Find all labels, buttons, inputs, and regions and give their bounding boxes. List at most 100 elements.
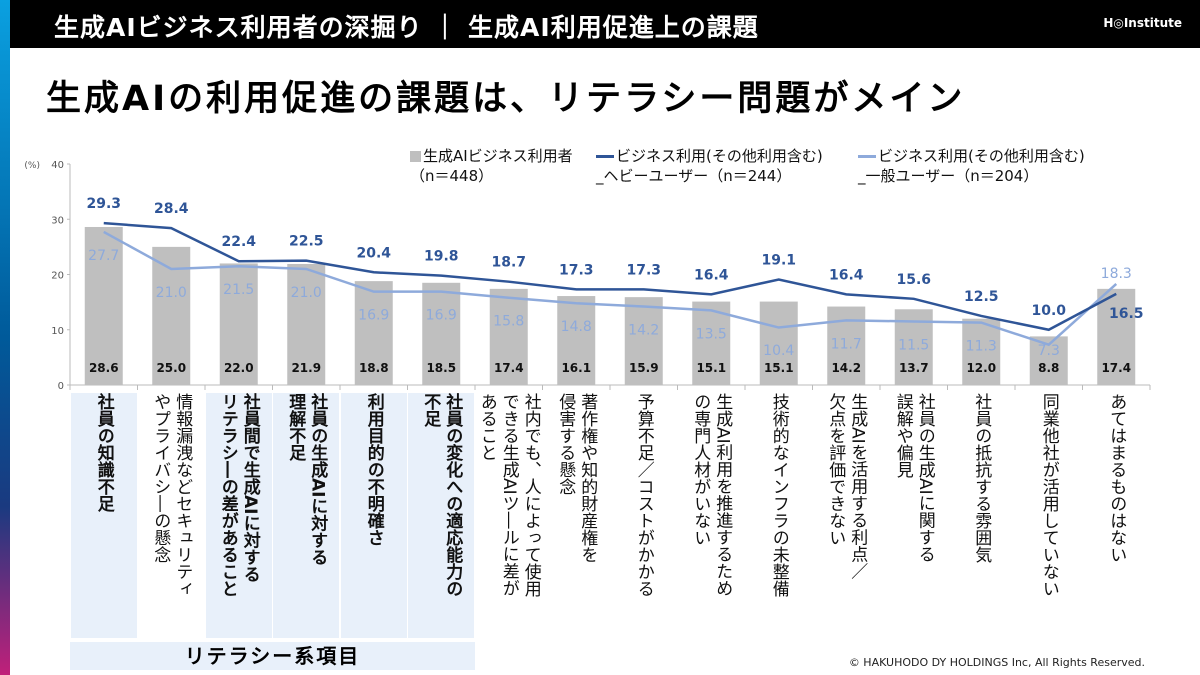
bar-data-label: 17.4 (1101, 361, 1131, 375)
category-label: 情報漏洩などセキュリティ やプライバシ―の懸念 (138, 393, 204, 638)
legend-swatch (410, 151, 421, 162)
legend-label: 生成AIビジネス利用者 （n＝448） (410, 147, 573, 185)
category-text: 社員の変化への適応能力の 不足 (420, 393, 463, 597)
series-line (103, 221, 1117, 332)
line-data-label: 20.4 (356, 245, 391, 261)
logo: H◎Institute (1103, 16, 1182, 30)
line-data-label: 18.3 (1101, 266, 1132, 282)
category-text: 技術的なインフラの未整備 (768, 393, 789, 597)
line-data-label: 22.5 (289, 234, 324, 250)
bar (219, 263, 258, 385)
bar-data-label: 17.4 (494, 361, 524, 375)
bar-data-label: 15.9 (629, 361, 659, 375)
category-label: 利用目的の不明確さ (340, 393, 407, 638)
bar (692, 301, 731, 385)
y-tick-label: 10 (51, 326, 64, 337)
bar (624, 297, 663, 385)
bar-data-label: 8.8 (1038, 361, 1059, 375)
bar (557, 296, 596, 385)
line-data-label: 13.5 (696, 326, 727, 342)
line-data-label: 11.5 (898, 337, 929, 353)
category-text: 著作権や知的財産権を 侵害する懸念 (555, 393, 598, 563)
series-line (103, 230, 1118, 347)
category-label: 社員の知識不足 (70, 393, 137, 638)
category-text: 社員の抵抗する雰囲気 (971, 393, 992, 563)
bar-data-label: 22.0 (224, 361, 254, 375)
category-text: 社員の生成AIに対する 理解不足 (285, 393, 328, 566)
category-label: 著作権や知的財産権を 侵害する懸念 (543, 393, 609, 638)
line-data-label: 16.5 (1109, 306, 1144, 322)
category-text: 生成AI利用を推進するため の専門人材がいない (690, 393, 733, 597)
copyright: © HAKUHODO DY HOLDINGS Inc, All Rights R… (848, 656, 1145, 669)
y-axis-unit: (%) (24, 161, 40, 171)
line-data-label: 14.8 (561, 319, 592, 335)
accent-stripe (0, 0, 10, 675)
line-data-label: 11.3 (966, 339, 997, 355)
line-data-label: 12.5 (964, 289, 999, 305)
bar-data-label: 18.8 (359, 361, 389, 375)
line-data-label: 29.3 (86, 196, 121, 212)
bar (759, 301, 798, 385)
legend-swatch (858, 155, 876, 158)
category-label: 生成AIを活用する利点／ 欠点を評価できない (813, 393, 879, 638)
category-label: 社員の生成AIに関する 誤解や偏見 (881, 393, 947, 638)
bar-data-label: 13.7 (899, 361, 929, 375)
category-text: 社員間で生成AIに対する リテラシ―の差があること (217, 393, 260, 597)
legend-swatch (596, 155, 614, 158)
bar-data-label: 16.1 (561, 361, 591, 375)
line-data-label: 10.0 (1031, 303, 1066, 319)
line-data-label: 17.3 (559, 262, 594, 278)
y-tick-label: 30 (51, 215, 64, 226)
line-data-label: 19.1 (761, 252, 796, 268)
bar-data-label: 14.2 (831, 361, 861, 375)
bar (84, 226, 123, 385)
legend-item-bar: 生成AIビジネス利用者 （n＝448） (410, 146, 573, 186)
header-title: 生成AIビジネス利用者の深掘り ｜ 生成AI利用促進上の課題 (54, 13, 759, 42)
line-data-label: 15.6 (896, 272, 931, 288)
bar (422, 282, 461, 385)
line-data-label: 21.0 (291, 285, 322, 301)
line-data-label: 16.9 (426, 308, 457, 324)
category-text: 同業他社が活用していない (1038, 393, 1059, 597)
category-text: 予算不足／コストがかかる (633, 393, 654, 597)
line-data-label: 14.2 (628, 323, 659, 339)
category-text: 情報漏洩などセキュリティ やプライバシ―の懸念 (150, 393, 193, 597)
bar-data-label: 12.0 (966, 361, 996, 375)
category-label: 社内でも、人によって使用 できる生成AIツ―ルに差が あること (476, 393, 542, 638)
line-data-label: 16.9 (358, 308, 389, 324)
line-data-label: 15.8 (493, 314, 524, 330)
line-data-label: 27.7 (88, 248, 119, 264)
bar-data-label: 28.6 (89, 361, 119, 375)
category-label: 同業他社が活用していない (1016, 393, 1082, 638)
line-data-label: 7.3 (1038, 343, 1060, 359)
bar-data-label: 25.0 (156, 361, 186, 375)
category-text: 社員の生成AIに関する 誤解や偏見 (892, 393, 935, 563)
bar-data-label: 15.1 (764, 361, 794, 375)
category-text: 生成AIを活用する利点／ 欠点を評価できない (825, 393, 868, 580)
line-data-label: 16.4 (829, 267, 864, 283)
bar-data-label: 15.1 (696, 361, 726, 375)
line-data-label: 22.4 (221, 234, 256, 250)
line-data-label: 11.7 (831, 336, 862, 352)
bar (962, 318, 1001, 385)
y-tick-label: 20 (51, 271, 64, 282)
page-title: 生成AIの利用促進の課題は、リテラシー問題がメイン (46, 79, 966, 119)
line-data-label: 19.8 (424, 249, 459, 265)
legend-item-general: ビジネス利用(その他利用含む) _一般ユーザー（n＝204） (858, 146, 1085, 186)
legend-item-heavy: ビジネス利用(その他利用含む) _ヘビーユーザー（n＝244） (596, 146, 823, 186)
category-label: 生成AI利用を推進するため の専門人材がいない (678, 393, 744, 638)
bar (354, 281, 393, 385)
line-data-label: 21.0 (156, 285, 187, 301)
bar (1097, 288, 1136, 385)
category-label: 社員の生成AIに対する 理解不足 (273, 393, 340, 638)
line-data-label: 10.4 (763, 343, 794, 359)
category-label: あてはまるものはない (1083, 393, 1149, 638)
category-text: 利用目的の不明確さ (363, 393, 384, 546)
bar-data-label: 18.5 (426, 361, 456, 375)
category-text: 社内でも、人によって使用 できる生成AIツ―ルに差が あること (476, 393, 541, 597)
category-label: 社員の変化への適応能力の 不足 (408, 393, 475, 638)
line-data-label: 16.4 (694, 267, 729, 283)
bar (489, 288, 528, 385)
header-bar: 生成AIビジネス利用者の深掘り ｜ 生成AI利用促進上の課題 H◎Institu… (10, 0, 1200, 48)
